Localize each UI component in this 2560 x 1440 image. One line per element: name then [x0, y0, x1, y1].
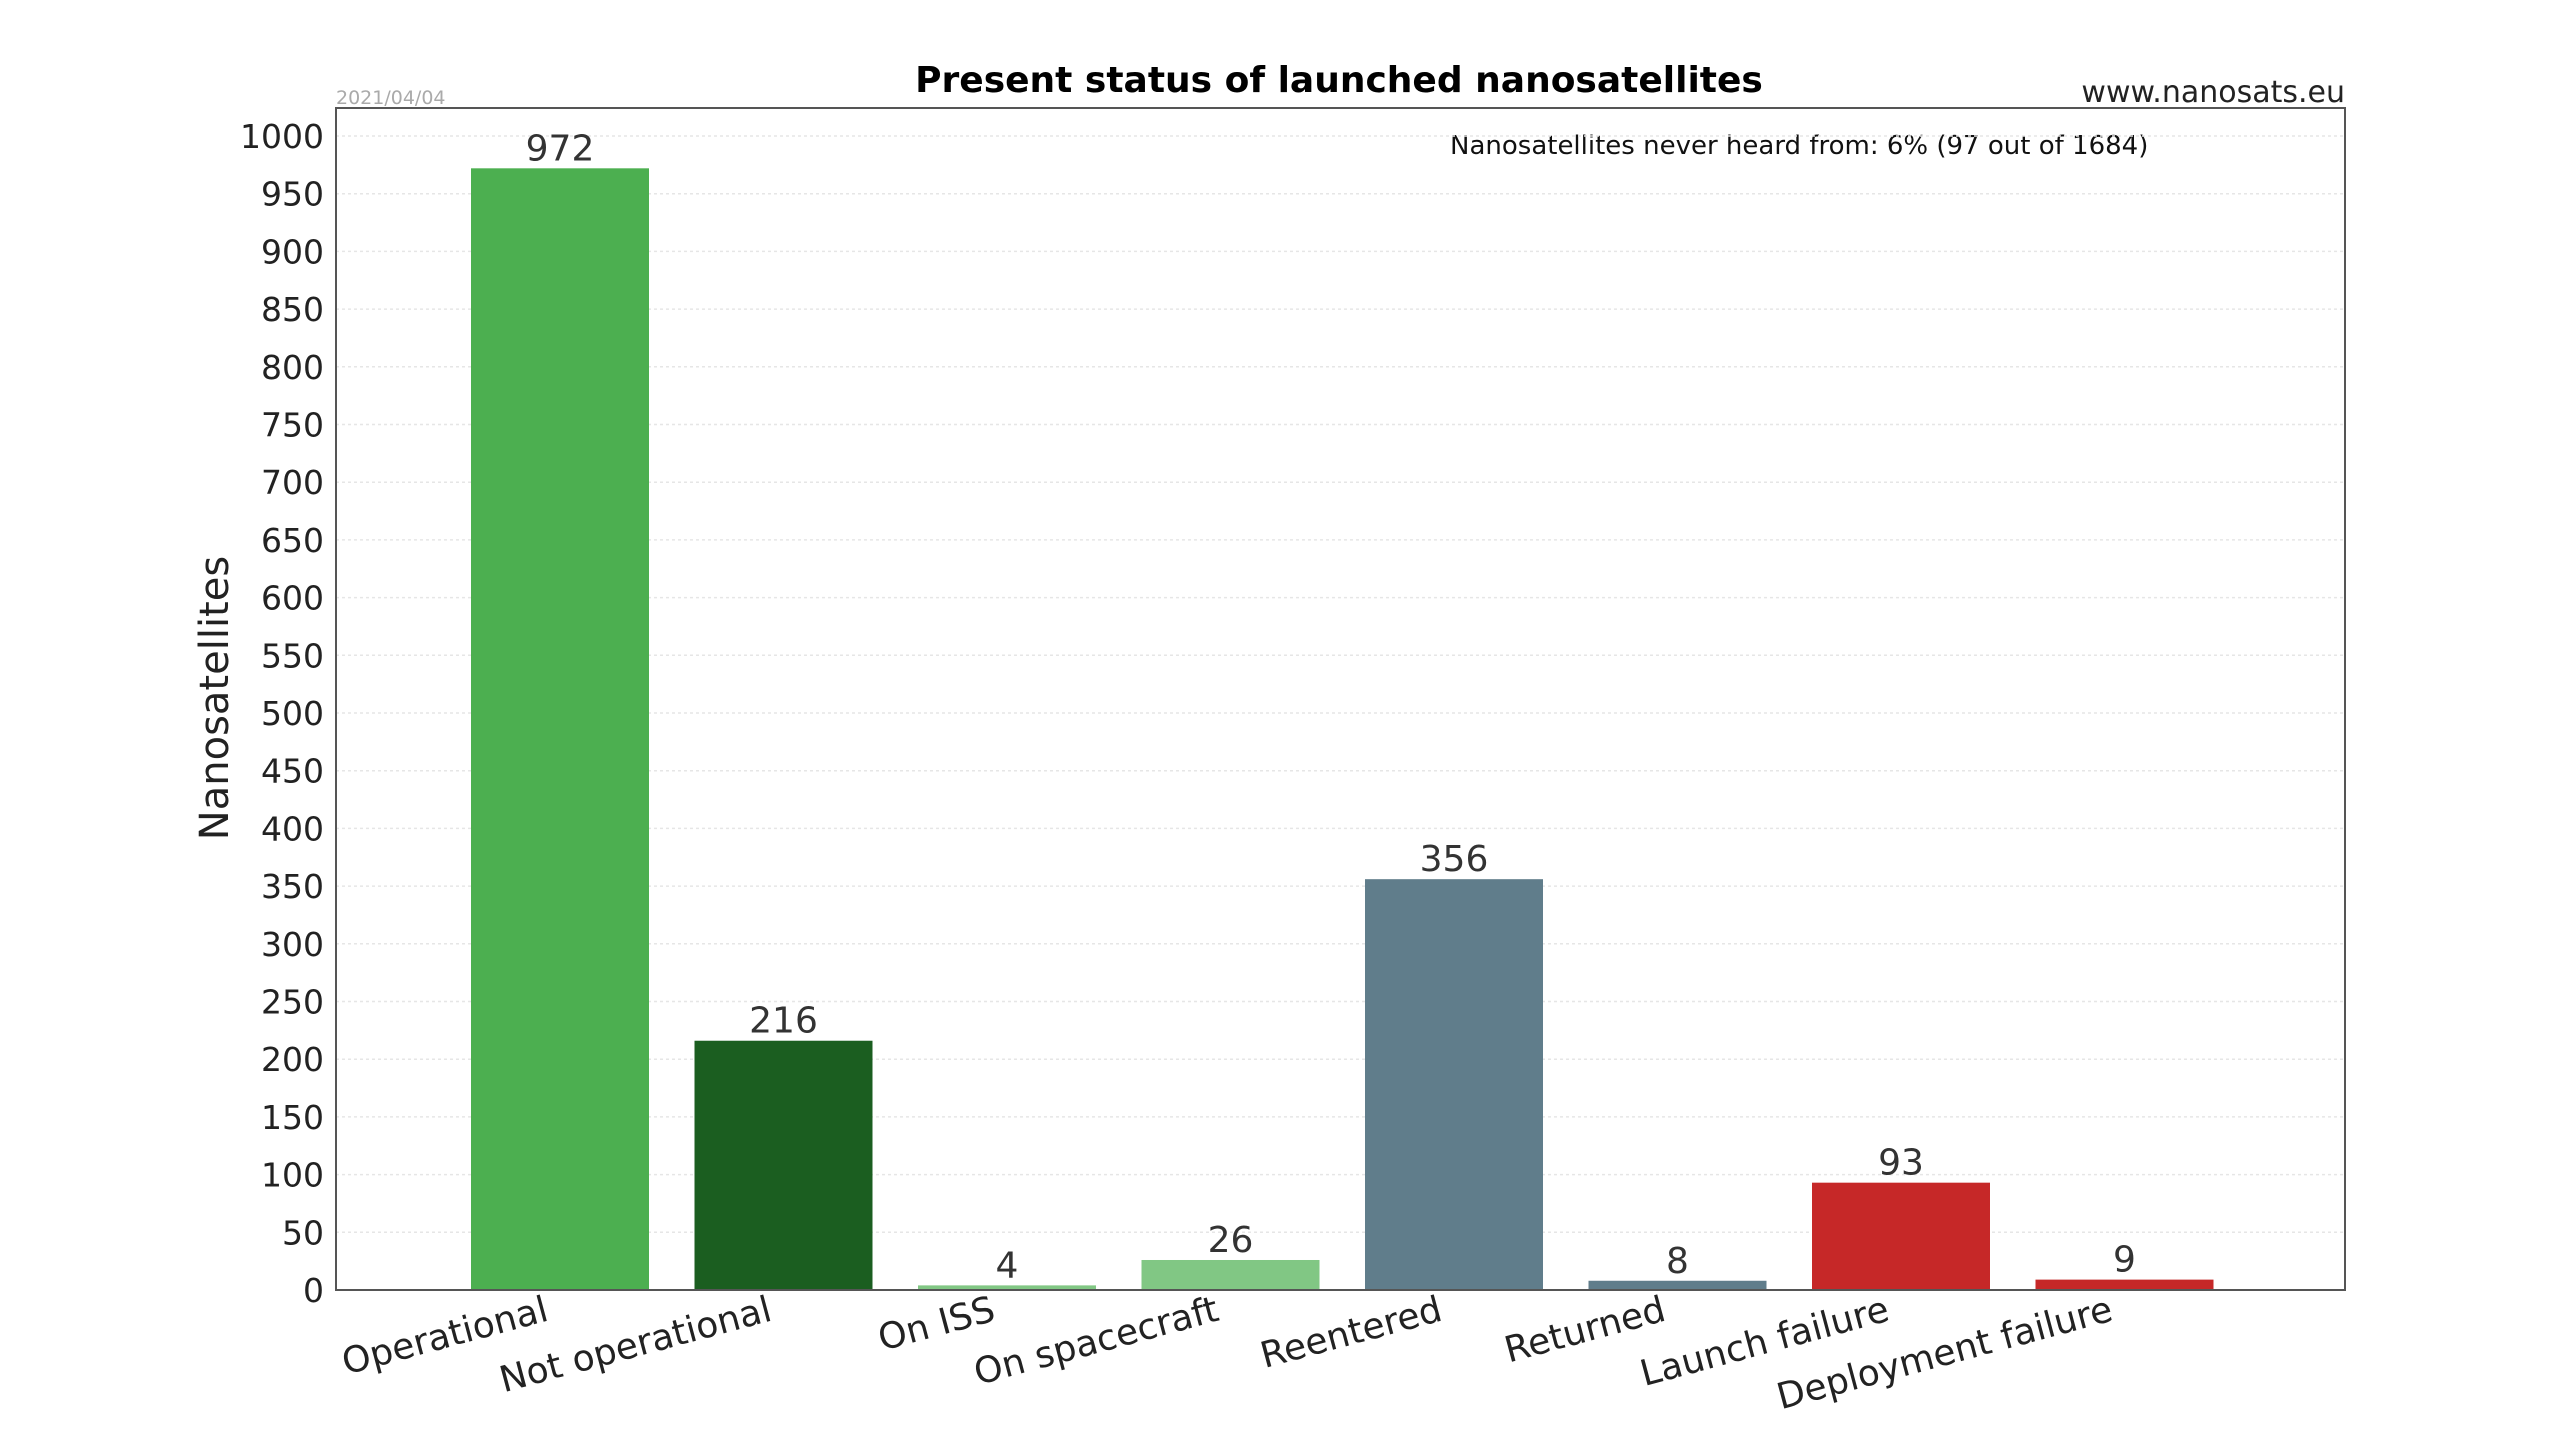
bar-value-label: 8: [1666, 1241, 1689, 1282]
x-tick-label: Reentered: [1256, 1289, 1446, 1377]
bar-value-label: 216: [749, 1001, 818, 1042]
bar-value-label: 972: [526, 128, 595, 169]
bar-value-label: 356: [1420, 839, 1489, 880]
bar-value-label: 4: [996, 1245, 1019, 1286]
y-tick-label: 250: [261, 983, 324, 1022]
bar: [1365, 879, 1543, 1290]
y-tick-label: 50: [282, 1213, 324, 1252]
bar: [1812, 1182, 1990, 1290]
bar: [694, 1040, 873, 1290]
y-tick-label: 550: [261, 636, 324, 675]
bar: [471, 168, 649, 1290]
y-tick-label: 350: [261, 867, 324, 906]
y-tick-label: 650: [261, 521, 324, 560]
y-tick-label: 750: [261, 406, 324, 445]
bar-value-label: 26: [1208, 1220, 1254, 1261]
source-url: www.nanosats.eu: [2081, 75, 2345, 110]
y-tick-label: 100: [261, 1156, 324, 1195]
chart-title: Present status of launched nanosatellite…: [915, 60, 1763, 101]
bar: [1141, 1259, 1320, 1290]
y-tick-label: 850: [261, 290, 324, 329]
bar: [1588, 1280, 1767, 1290]
y-tick-label: 0: [303, 1271, 324, 1310]
y-axis-title: Nanosatellites: [192, 556, 238, 840]
y-tick-label: 600: [261, 579, 324, 618]
x-tick-label: On spacecraft: [970, 1289, 1223, 1394]
y-tick-label: 950: [261, 175, 324, 214]
y-tick-label: 500: [261, 694, 324, 733]
y-tick-label: 450: [261, 752, 324, 791]
plot-area-frame: [335, 107, 2346, 1291]
y-axis-ticks: 0 50 100 150 200 250 300 350 400 450 500 550 600 650 7…: [240, 117, 324, 1310]
bar-value-label: 93: [1878, 1143, 1924, 1184]
bar: [918, 1285, 1096, 1290]
gridlines: [336, 135, 2345, 1234]
y-tick-label: 300: [261, 925, 324, 964]
x-tick-label: On ISS: [874, 1289, 999, 1359]
bar: [2035, 1279, 2214, 1290]
y-tick-label: 200: [261, 1040, 324, 1079]
y-tick-label: 150: [261, 1098, 324, 1137]
y-tick-label: 900: [261, 232, 324, 271]
y-tick-label: 400: [261, 809, 324, 848]
y-tick-label: 800: [261, 348, 324, 387]
chart-date: 2021/04/04: [336, 87, 446, 109]
value-labels: 972 216 4 26 356 8 93 9: [526, 128, 2136, 1286]
bar-value-label: 9: [2113, 1240, 2136, 1281]
y-tick-label: 700: [261, 463, 324, 502]
bars: [471, 168, 2214, 1290]
y-tick-label: 1000: [240, 117, 324, 156]
